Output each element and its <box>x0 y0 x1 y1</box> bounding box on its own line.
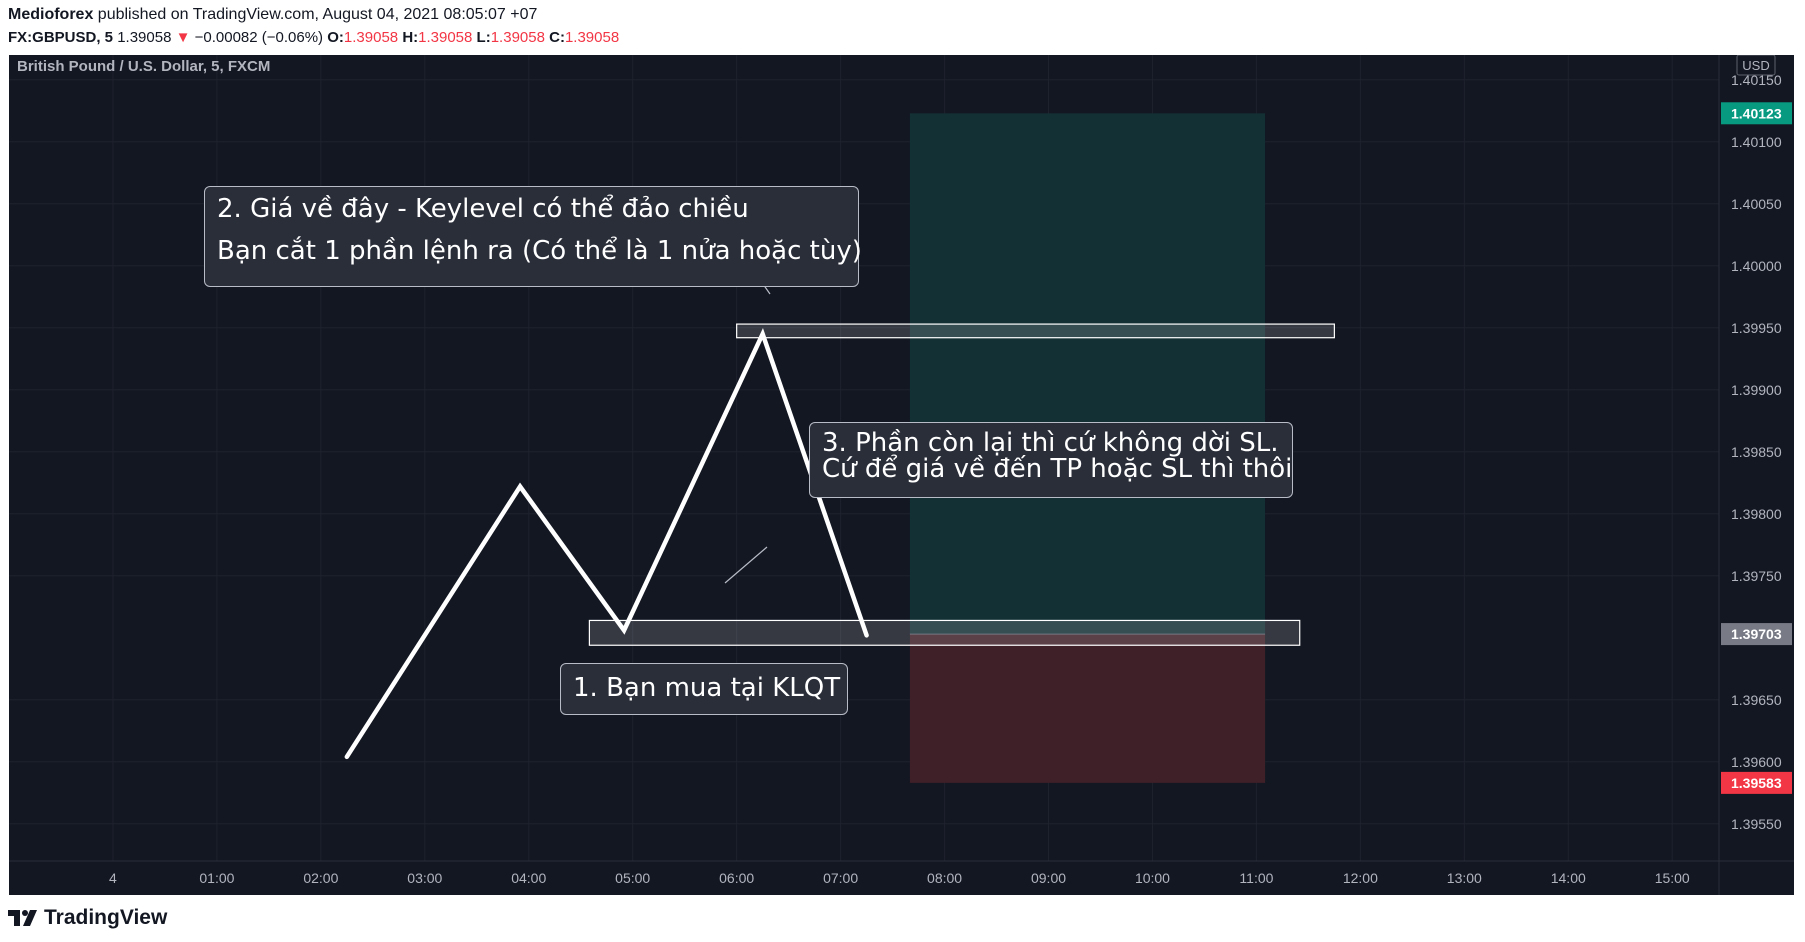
y-tick-label: 1.40100 <box>1731 134 1782 150</box>
x-tick-label: 06:00 <box>719 870 754 886</box>
keylevel-zone-bottom <box>588 619 1301 646</box>
y-tick-label: 1.39900 <box>1731 382 1782 398</box>
x-tick-label: 4 <box>109 870 117 886</box>
y-tick-label: 1.40000 <box>1731 258 1782 274</box>
tradingview-logo-icon <box>8 910 37 926</box>
stop-loss-badge <box>1721 771 1792 794</box>
high-label: H: <box>402 29 419 46</box>
y-tick-label: 1.39650 <box>1731 692 1782 708</box>
x-tick-label: 15:00 <box>1655 870 1690 886</box>
x-tick-label: 07:00 <box>823 870 858 886</box>
down-arrow-icon: ▼ <box>175 29 191 46</box>
open-value: 1.39058 <box>343 29 399 46</box>
y-tick-label: 1.39800 <box>1731 506 1782 522</box>
callout-hold-rest[interactable]: 3. Phần còn lại thì cứ không dời SL. Cứ … <box>809 422 1293 498</box>
x-tick-label: 10:00 <box>1135 870 1170 886</box>
chart-panel[interactable]: British Pound / U.S. Dollar, 5, FXCM USD 1… <box>9 55 1794 895</box>
callout-take-partial-line2: Bạn cắt 1 phần lệnh ra (Có thể là 1 nửa … <box>217 236 862 266</box>
open-label: O: <box>327 29 344 46</box>
x-tick-label: 11:00 <box>1239 870 1273 886</box>
x-tick-label: 14:00 <box>1551 870 1586 886</box>
x-tick-label: 03:00 <box>407 870 442 886</box>
x-tick-label: 13:00 <box>1447 870 1482 886</box>
high-value: 1.39058 <box>418 29 473 46</box>
y-tick-label: 1.39750 <box>1731 568 1782 584</box>
callout-take-partial[interactable]: 2. Giá về đây - Keylevel có thể đảo chiề… <box>204 186 862 287</box>
y-tick-label: 1.39850 <box>1731 444 1782 460</box>
x-tick-label: 01:00 <box>199 870 234 886</box>
chart-title: British Pound / U.S. Dollar, 5, FXCM <box>17 58 270 75</box>
stop-loss-label: 1.39583 <box>1731 775 1782 791</box>
entry-price-label: 1.39703 <box>1731 626 1782 642</box>
y-tick-label: 1.40050 <box>1731 196 1782 212</box>
close-label: C: <box>549 29 565 46</box>
close-value: 1.39058 <box>564 29 620 46</box>
low-value: 1.39058 <box>490 29 545 46</box>
x-tick-label: 09:00 <box>1031 870 1066 886</box>
y-tick-label: 1.40150 <box>1731 72 1782 88</box>
y-tick-label: 1.39950 <box>1731 320 1782 336</box>
x-tick-label: 08:00 <box>927 870 962 886</box>
take-profit-badge <box>1721 102 1792 125</box>
entry-price-badge <box>1721 623 1792 646</box>
price-chart[interactable]: British Pound / U.S. Dollar, 5, FXCM USD1… <box>9 55 1794 895</box>
callout-buy[interactable]: 1. Bạn mua tại KLQT <box>560 663 848 715</box>
callout-buy-pointer <box>724 546 768 584</box>
author-name[interactable]: Medioforex <box>8 6 94 23</box>
price-change: −0.00082 (−0.06%) <box>194 29 324 46</box>
callout-hold-rest-line2: Cứ để giá về đến TP hoặc SL thì thôi <box>822 454 1293 484</box>
ohlc-line: FX:GBPUSD, 5 1.39058 ▼ −0.00082 (−0.06%)… <box>8 29 619 46</box>
keylevel-zone-top <box>736 323 1335 339</box>
callout-buy-line1: 1. Bạn mua tại KLQT <box>573 673 841 703</box>
low-label: L: <box>476 29 491 46</box>
loss-zone <box>909 634 1266 783</box>
profit-zone <box>909 113 1266 635</box>
callout-hold-rest-line1: 3. Phần còn lại thì cứ không dời SL. <box>822 428 1279 458</box>
x-tick-label: 04:00 <box>511 870 546 886</box>
symbol-label: FX:GBPUSD, 5 <box>8 29 114 46</box>
x-tick-label: 02:00 <box>303 870 338 886</box>
x-tick-label: 05:00 <box>615 870 650 886</box>
x-tick-label: 12:00 <box>1343 870 1378 886</box>
y-tick-label: 1.39600 <box>1731 754 1782 770</box>
published-text: published on TradingView.com, August 04,… <box>97 6 538 23</box>
callout-take-partial-line1: 2. Giá về đây - Keylevel có thể đảo chiề… <box>217 194 749 224</box>
y-tick-label: 1.39550 <box>1731 816 1782 832</box>
currency-label: USD <box>1742 58 1769 73</box>
publish-info: Medioforex published on TradingView.com,… <box>8 6 537 24</box>
last-price: 1.39058 <box>117 29 172 46</box>
tradingview-logo[interactable]: TradingView <box>8 906 167 930</box>
currency-box <box>1736 55 1776 76</box>
take-profit-label: 1.40123 <box>1731 105 1782 121</box>
tradingview-logo-text: TradingView <box>44 906 168 929</box>
